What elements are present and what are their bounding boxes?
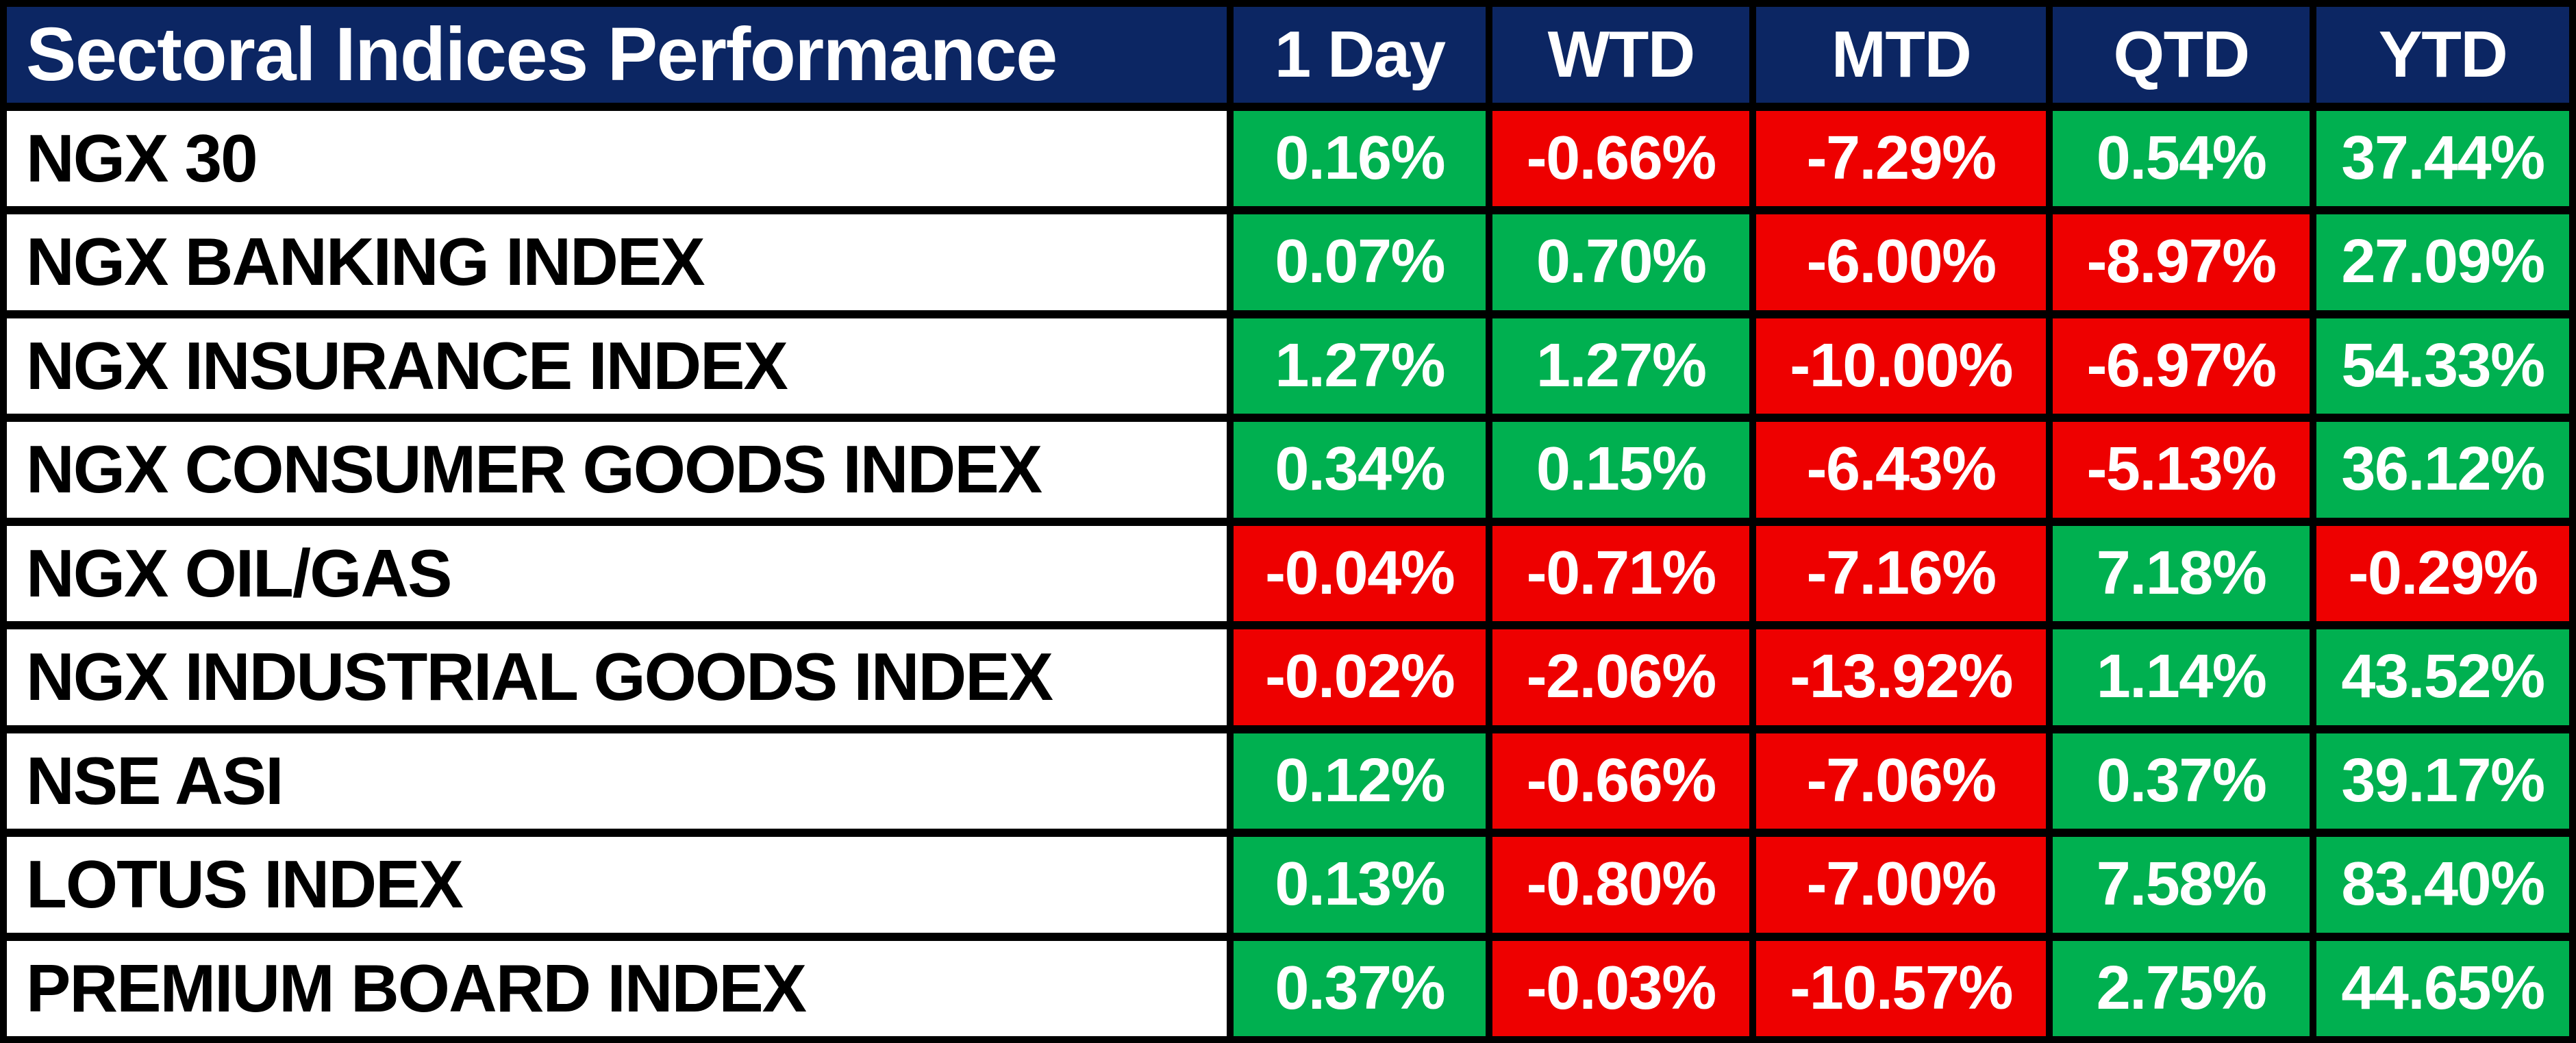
value-cell-ytd: 43.52%: [2316, 629, 2569, 725]
value-cell-qtd: -5.13%: [2053, 422, 2310, 518]
value-cell-wtd: -0.66%: [1492, 733, 1750, 829]
value-cell-qtd: 7.18%: [2053, 525, 2310, 621]
value-cell-mtd: -7.29%: [1756, 110, 2047, 206]
row-label: NGX OIL/GAS: [7, 525, 1227, 621]
column-header-mtd: MTD: [1756, 7, 2047, 103]
value-cell-wtd: 0.70%: [1492, 214, 1750, 310]
value-cell-ytd: 36.12%: [2316, 422, 2569, 518]
row-label: NSE ASI: [7, 733, 1227, 829]
value-cell-mtd: -6.00%: [1756, 214, 2047, 310]
value-cell-mtd: -13.92%: [1756, 629, 2047, 725]
value-cell-wtd: -0.80%: [1492, 837, 1750, 933]
value-cell-qtd: 2.75%: [2053, 940, 2310, 1036]
value-cell-mtd: -7.16%: [1756, 525, 2047, 621]
row-label: NGX INDUSTRIAL GOODS INDEX: [7, 629, 1227, 725]
value-cell-ytd: 44.65%: [2316, 940, 2569, 1036]
row-label: NGX BANKING INDEX: [7, 214, 1227, 310]
value-cell-wtd: 0.15%: [1492, 422, 1750, 518]
value-cell-wtd: -0.03%: [1492, 940, 1750, 1036]
value-cell-ytd: -0.29%: [2316, 525, 2569, 621]
value-cell-wtd: -0.66%: [1492, 110, 1750, 206]
value-cell-wtd: -0.71%: [1492, 525, 1750, 621]
value-cell-qtd: -8.97%: [2053, 214, 2310, 310]
value-cell-1-day: -0.02%: [1234, 629, 1486, 725]
value-cell-ytd: 54.33%: [2316, 318, 2569, 414]
table-title: Sectoral Indices Performance: [7, 7, 1227, 103]
row-label: NGX CONSUMER GOODS INDEX: [7, 422, 1227, 518]
value-cell-ytd: 27.09%: [2316, 214, 2569, 310]
value-cell-1-day: 0.12%: [1234, 733, 1486, 829]
value-cell-wtd: 1.27%: [1492, 318, 1750, 414]
value-cell-mtd: -10.00%: [1756, 318, 2047, 414]
value-cell-1-day: 0.16%: [1234, 110, 1486, 206]
value-cell-ytd: 39.17%: [2316, 733, 2569, 829]
value-cell-qtd: 0.37%: [2053, 733, 2310, 829]
column-header-qtd: QTD: [2053, 7, 2310, 103]
value-cell-1-day: -0.04%: [1234, 525, 1486, 621]
value-cell-mtd: -7.00%: [1756, 837, 2047, 933]
column-header-ytd: YTD: [2316, 7, 2569, 103]
value-cell-1-day: 0.13%: [1234, 837, 1486, 933]
column-header-wtd: WTD: [1492, 7, 1750, 103]
value-cell-1-day: 0.37%: [1234, 940, 1486, 1036]
value-cell-qtd: 0.54%: [2053, 110, 2310, 206]
value-cell-mtd: -7.06%: [1756, 733, 2047, 829]
row-label: NGX 30: [7, 110, 1227, 206]
value-cell-mtd: -10.57%: [1756, 940, 2047, 1036]
row-label: PREMIUM BOARD INDEX: [7, 940, 1227, 1036]
value-cell-1-day: 0.07%: [1234, 214, 1486, 310]
column-header-1-day: 1 Day: [1234, 7, 1486, 103]
value-cell-mtd: -6.43%: [1756, 422, 2047, 518]
value-cell-wtd: -2.06%: [1492, 629, 1750, 725]
value-cell-ytd: 83.40%: [2316, 837, 2569, 933]
value-cell-1-day: 0.34%: [1234, 422, 1486, 518]
value-cell-ytd: 37.44%: [2316, 110, 2569, 206]
value-cell-qtd: -6.97%: [2053, 318, 2310, 414]
row-label: NGX INSURANCE INDEX: [7, 318, 1227, 414]
value-cell-qtd: 7.58%: [2053, 837, 2310, 933]
row-label: LOTUS INDEX: [7, 837, 1227, 933]
value-cell-1-day: 1.27%: [1234, 318, 1486, 414]
value-cell-qtd: 1.14%: [2053, 629, 2310, 725]
